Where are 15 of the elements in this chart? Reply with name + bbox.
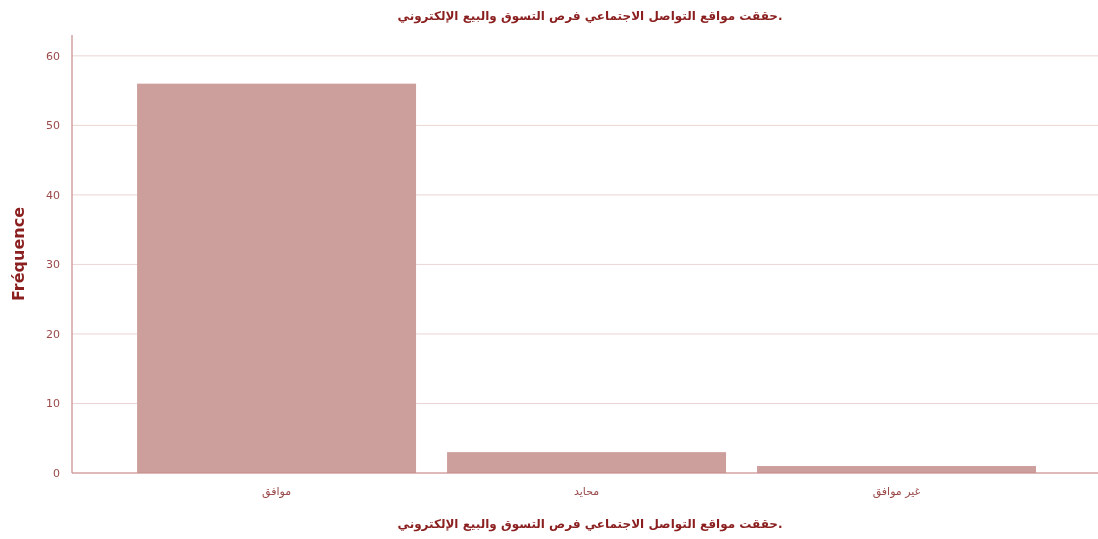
y-tick-label: 50 xyxy=(46,119,60,133)
y-tick-label: 20 xyxy=(46,327,60,341)
x-tick-label: محايد xyxy=(573,485,600,498)
bar xyxy=(137,83,417,473)
x-axis-title: حققت مواقع التواصل الاجتماعي فرص التسوق والبيع الإلكتروني. xyxy=(397,517,783,532)
y-tick-label: 30 xyxy=(46,258,60,272)
y-tick-label: 60 xyxy=(46,49,60,63)
y-tick-label: 10 xyxy=(46,397,60,411)
x-tick-label: موافق xyxy=(262,485,292,499)
chart-title: حققت مواقع التواصل الاجتماعي فرص التسوق والبيع الإلكتروني. xyxy=(397,9,783,24)
bar xyxy=(447,452,727,473)
y-tick-label: 0 xyxy=(53,467,60,480)
y-tick-label: 40 xyxy=(46,188,60,202)
y-axis-title: Fréquence xyxy=(9,206,28,302)
x-tick-label: غير موافق xyxy=(872,485,921,499)
